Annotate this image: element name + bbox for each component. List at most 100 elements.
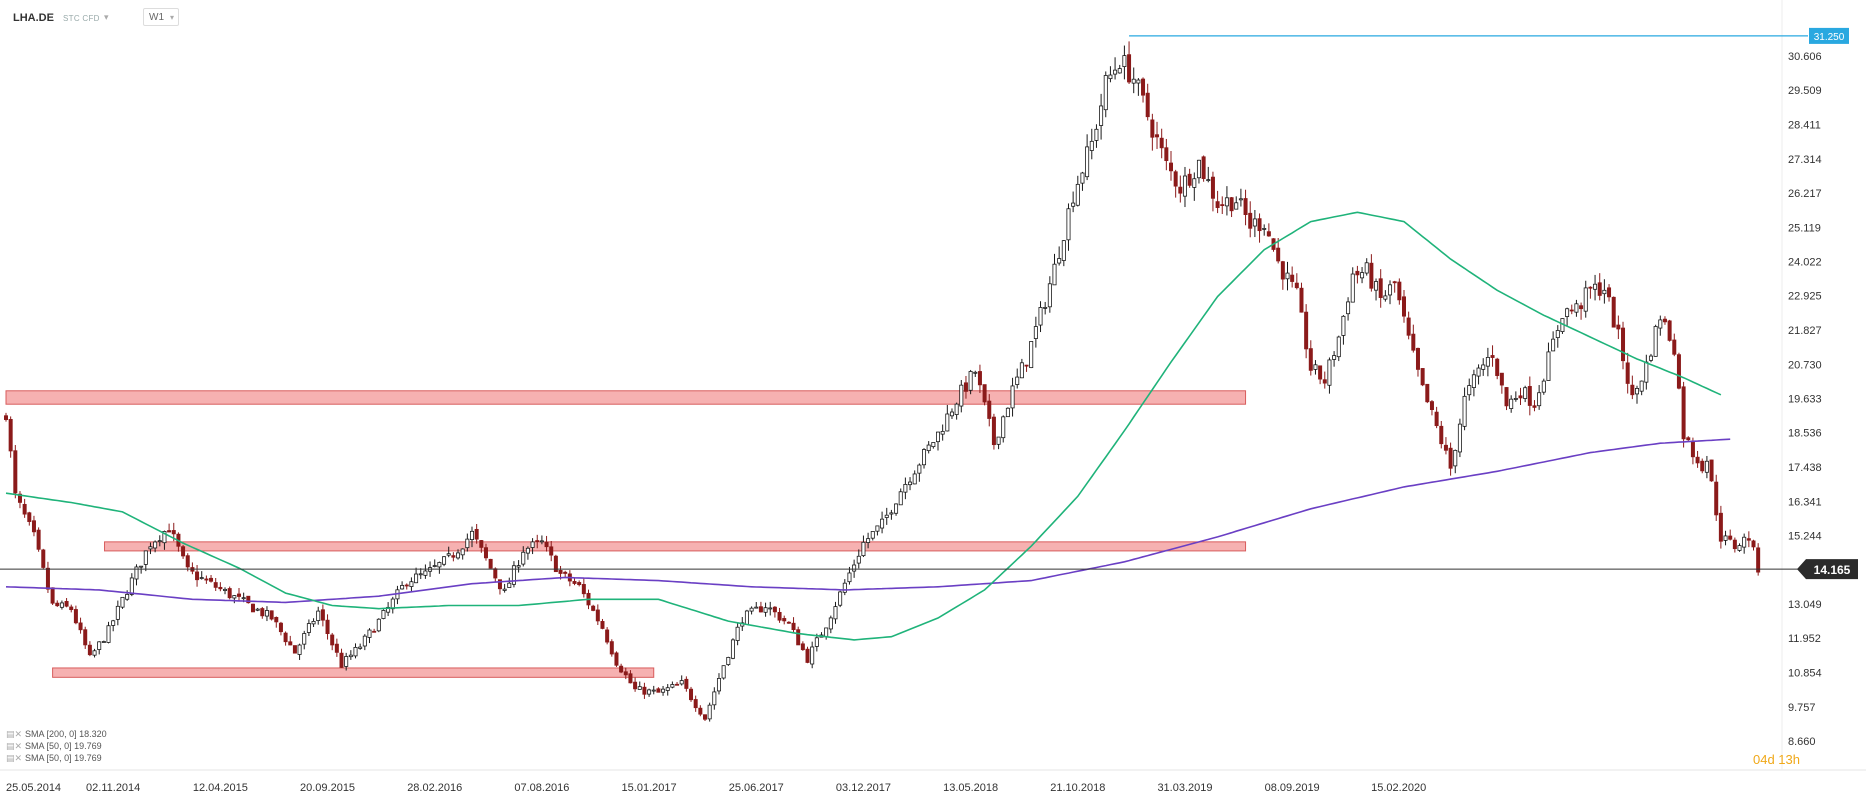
candle-body [726,656,731,665]
candle-body [1420,368,1425,386]
x-tick-label: 02.11.2014 [86,782,140,794]
candle-body [1569,309,1574,312]
legend-item-sma200[interactable]: ▤✕ SMA [200, 0] 18.320 [6,728,107,740]
candle-body [833,606,838,620]
candle-body [600,621,605,629]
candle-body [642,686,647,695]
candle-body [1080,172,1085,184]
candle-body [1196,159,1201,179]
candle-body [1443,444,1448,451]
candle-body [479,540,484,548]
candle-body [791,622,796,631]
candle-body [1635,388,1640,395]
timeframe-select[interactable]: W1 ▾ [143,8,179,26]
settings-icon[interactable]: ▤✕ [6,741,23,751]
candle-body [1360,272,1365,279]
candle-body [703,714,708,720]
candle-body [1057,258,1062,264]
legend-label: SMA [50, 0] 19.769 [25,753,102,763]
symbol-dropdown-icon[interactable]: ▾ [104,12,109,22]
last-price-label: 14.165 [1814,563,1851,577]
candle-body [530,541,535,548]
candle-body [670,684,675,688]
settings-icon[interactable]: ▤✕ [6,753,23,763]
y-tick-label: 21.827 [1788,325,1822,337]
candle-body [577,582,582,586]
candle-body [246,595,251,604]
candle-body [264,610,269,617]
candle-body [856,555,861,564]
candle-body [581,584,586,595]
candle-body [204,578,209,581]
candle-body [1588,286,1593,289]
x-tick-label: 08.09.2019 [1265,782,1320,794]
timeframe-dropdown-icon[interactable]: ▾ [169,13,174,22]
candle-body [1402,296,1407,317]
candle-body [940,430,945,435]
candle-body [1145,92,1150,118]
candle-body [45,567,50,590]
candle-body [1681,386,1686,440]
candle-body [1429,401,1434,411]
y-tick-label: 19.633 [1788,394,1822,406]
candle-body [544,541,549,548]
candle-body [875,525,880,532]
candle-body [1481,364,1486,370]
candle-body [1602,289,1607,295]
candle-body [1690,440,1695,458]
candle-body [1555,330,1560,339]
candle-body [1723,535,1728,541]
y-tick-label: 26.217 [1788,188,1822,200]
candle-body [563,571,568,574]
candle-body [381,610,386,619]
candle-body [1751,540,1756,548]
legend-item-sma50-2[interactable]: ▤✕ SMA [50, 0] 19.769 [6,752,107,764]
candle-body [236,593,241,597]
candle-body [684,678,689,689]
candle-body [665,687,670,691]
candle-body [1597,282,1602,296]
candle-body [1364,262,1369,274]
candle-body [1229,197,1234,212]
candle-body [1388,284,1393,296]
candle-body [1294,282,1299,289]
candle-body [302,633,307,645]
candle-body [1075,183,1080,206]
candle-body [894,503,899,514]
y-tick-label: 27.314 [1788,154,1822,166]
candle-body [633,681,638,690]
candle-body [27,512,32,522]
candle-body [768,607,773,610]
candle-body [1742,536,1747,548]
candle-body [1546,351,1551,381]
candle-body [1495,358,1500,376]
candle-body [1397,281,1402,301]
candle-body [772,606,777,613]
candle-body [1187,173,1192,186]
candle-body [1369,262,1374,289]
candle-body [959,384,964,407]
settings-icon[interactable]: ▤✕ [6,729,23,739]
candle-body [115,605,120,620]
candle-body [106,625,111,643]
candle-body [358,646,363,649]
y-tick-label: 18.536 [1788,428,1822,440]
y-tick-label: 17.438 [1788,462,1822,474]
candle-body [982,384,987,403]
candle-body [679,680,684,685]
candle-body [1019,362,1024,379]
candle-body [1653,326,1658,357]
candle-body [521,551,526,565]
candle-body [1047,283,1052,308]
candle-body [162,531,167,544]
legend-item-sma50[interactable]: ▤✕ SMA [50, 0] 19.769 [6,740,107,752]
candle-body [1169,162,1174,172]
symbol-label[interactable]: LHA.DE [13,12,54,24]
candle-body [1210,176,1215,199]
candle-body [968,371,973,391]
candle-body [987,400,992,419]
candle-body [320,609,325,621]
x-tick-label: 21.10.2018 [1050,782,1105,794]
candle-body [409,581,414,587]
